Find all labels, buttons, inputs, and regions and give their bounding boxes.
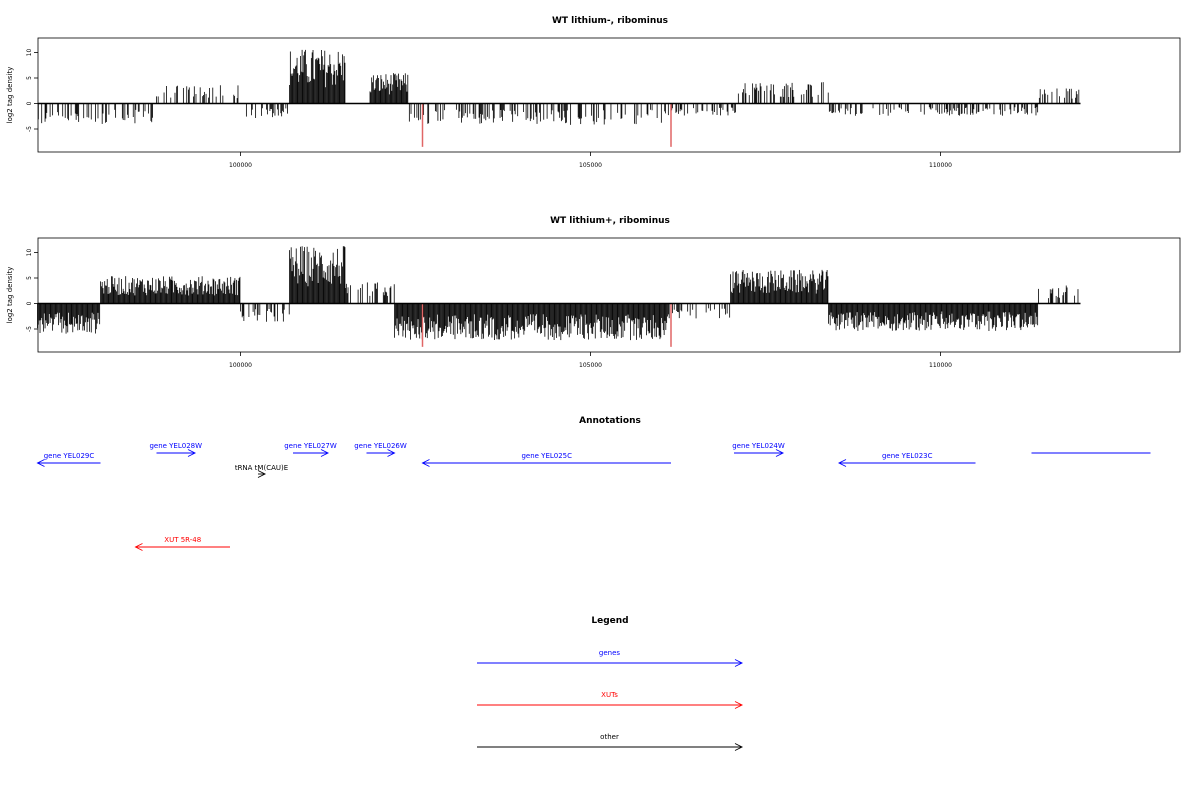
arrow-head <box>36 459 45 467</box>
legend-label: XUTs <box>601 691 618 699</box>
series-bars <box>37 49 1080 125</box>
legend-item: genes <box>477 649 744 667</box>
annotation-label: gene YEL024W <box>732 442 785 450</box>
arrow-head <box>734 743 744 751</box>
y-tick-label: -5 <box>26 326 33 332</box>
annotation-item: gene YEL023C <box>837 452 976 467</box>
x-tick-label: 110000 <box>929 362 952 369</box>
x-tick-label: 110000 <box>929 162 952 169</box>
axes: -5 0 5 10 100000 105000 110000 <box>26 249 1081 369</box>
highlight-marks <box>421 303 672 347</box>
legend-label: other <box>600 733 619 741</box>
annotation-label: tRNA tM(CAU)E <box>235 464 288 472</box>
x-tick-label: 105000 <box>579 362 602 369</box>
arrow-head <box>734 659 744 667</box>
plot-panel-lithium-plus: WT lithium+, ribominus log2 tag density … <box>6 216 1181 369</box>
legend: Legend genes XUTs other <box>477 616 744 751</box>
plot-title: WT lithium+, ribominus <box>550 216 670 226</box>
y-axis-label: log2 tag density <box>6 267 14 324</box>
annotation-item: gene YEL026W <box>354 442 407 457</box>
series-bars <box>37 246 1079 341</box>
x-tick-label: 105000 <box>579 162 602 169</box>
arrow-head <box>734 701 744 709</box>
y-tick-label: 10 <box>26 49 33 57</box>
axes: -5 0 5 10 100000 105000 110000 <box>26 49 1081 169</box>
legend-items: genes XUTs other <box>477 649 744 751</box>
legend-item: other <box>477 733 744 751</box>
annotation-item: gene YEL029C <box>36 452 101 467</box>
plot-frame <box>37 37 1181 153</box>
annotation-items: gene YEL029C gene YEL028W gene YEL027W gene… <box>36 442 1151 551</box>
plot-panel-lithium-minus: WT lithium-, ribominus log2 tag density … <box>6 16 1181 169</box>
arrow-head <box>257 470 267 478</box>
y-tick-label: 5 <box>26 76 33 80</box>
arrow-head <box>387 449 396 457</box>
highlight-marks <box>421 103 672 147</box>
annotation-item: gene YEL025C <box>421 452 671 467</box>
annotation-label: gene YEL028W <box>149 442 202 450</box>
plot-title: WT lithium-, ribominus <box>552 16 668 26</box>
y-tick-label: 5 <box>26 276 33 280</box>
annotation-label: gene YEL025C <box>521 452 572 460</box>
annotation-label: XUT 5R-48 <box>164 536 201 544</box>
arrow-head <box>775 449 785 457</box>
plot-frame <box>37 237 1181 353</box>
y-tick-label: 0 <box>26 101 33 105</box>
legend-item: XUTs <box>477 691 744 709</box>
arrow-head <box>134 543 143 551</box>
annotation-label: gene YEL026W <box>354 442 407 450</box>
y-tick-label: 0 <box>26 301 33 305</box>
arrow-head <box>187 449 197 457</box>
legend-title: Legend <box>591 616 628 626</box>
annotation-item: XUT 5R-48 <box>134 536 230 551</box>
y-axis-label: log2 tag density <box>6 67 14 124</box>
annotation-label: gene YEL023C <box>882 452 933 460</box>
x-tick-label: 100000 <box>229 162 252 169</box>
arrow-head <box>421 459 430 467</box>
y-tick-label: -5 <box>26 126 33 132</box>
legend-label: genes <box>599 649 620 657</box>
annotations-title: Annotations <box>579 416 641 426</box>
annotation-item: gene YEL027W <box>284 442 337 457</box>
arrow-head <box>837 459 847 467</box>
x-tick-label: 100000 <box>229 362 252 369</box>
annotation-label: gene YEL027W <box>284 442 337 450</box>
annotation-label: gene YEL029C <box>44 452 95 460</box>
annotation-item: tRNA tM(CAU)E <box>235 464 288 478</box>
arrow-head <box>320 449 330 457</box>
annotation-item: gene YEL028W <box>149 442 202 457</box>
y-tick-label: 10 <box>26 249 33 257</box>
annotation-item: gene YEL024W <box>732 442 785 457</box>
